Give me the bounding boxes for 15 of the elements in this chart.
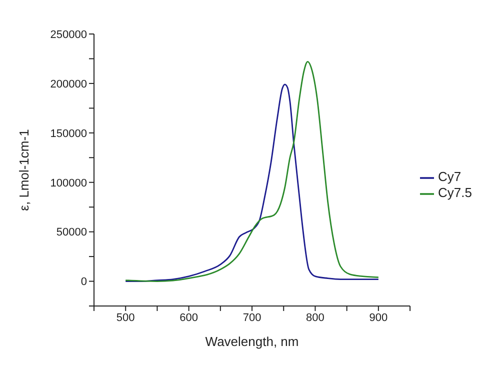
x-tick-label: 800 bbox=[306, 312, 324, 324]
legend-label: Cy7.5 bbox=[438, 185, 472, 200]
x-tick-label: 600 bbox=[180, 312, 198, 324]
x-tick-label: 900 bbox=[369, 312, 388, 324]
y-tick-label: 100000 bbox=[50, 177, 87, 190]
y-tick-label: 250000 bbox=[50, 28, 87, 41]
x-tick-label: 700 bbox=[242, 312, 262, 324]
x-axis-title: Wavelength, nm bbox=[205, 334, 299, 349]
y-tick-label: 0 bbox=[80, 276, 87, 288]
x-tick-label: 500 bbox=[116, 312, 135, 324]
y-tick-label: 150000 bbox=[50, 128, 87, 140]
y-tick-label: 50000 bbox=[56, 226, 87, 239]
y-axis-title: ε, Lmol-1cm-1 bbox=[16, 129, 32, 211]
legend-label: Cy7 bbox=[438, 169, 462, 184]
y-tick-label: 200000 bbox=[50, 78, 87, 90]
